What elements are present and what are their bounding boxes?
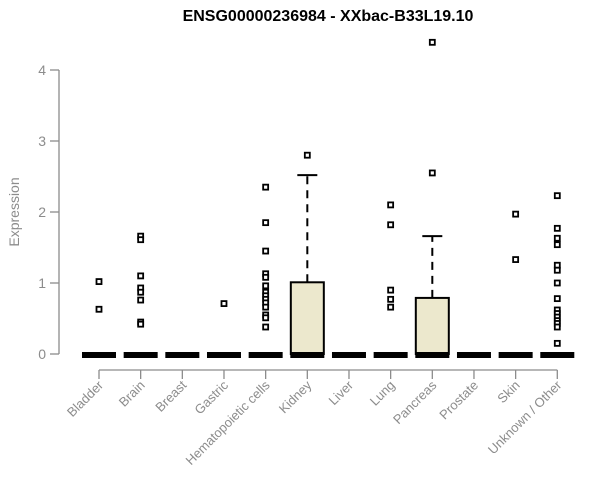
outlier-point-unknown-other xyxy=(553,295,561,303)
median-bar-prostate xyxy=(456,352,491,358)
outlier-point-unknown-other xyxy=(553,323,561,331)
outlier-point-hematopoietic-cells xyxy=(262,273,270,281)
chart-title: ENSG00000236984 - XXbac-B33L19.10 xyxy=(182,8,474,25)
outlier-point-lung xyxy=(387,286,395,294)
outlier-point-brain xyxy=(137,272,145,280)
outlier-point-kidney xyxy=(303,151,311,159)
median-bar-kidney xyxy=(290,352,325,358)
category-label-brain: Brain xyxy=(116,378,148,410)
outlier-point-lung xyxy=(387,295,395,303)
median-bar-pancreas xyxy=(415,352,450,358)
category-label-breast: Breast xyxy=(152,377,189,414)
median-bar-liver xyxy=(331,352,366,358)
outlier-point-hematopoietic-cells xyxy=(262,303,270,311)
outlier-point-unknown-other xyxy=(553,234,561,242)
outlier-point-skin xyxy=(512,210,520,218)
category-label-unknown-other: Unknown / Other xyxy=(485,377,565,457)
outlier-point-pancreas xyxy=(428,38,436,46)
median-bar-bladder xyxy=(82,352,116,358)
outlier-point-bladder xyxy=(95,305,103,313)
median-bar-lung xyxy=(373,352,408,358)
y-tick-label: 3 xyxy=(38,133,46,149)
median-bar-unknown-other xyxy=(540,352,575,358)
outlier-point-hematopoietic-cells xyxy=(262,219,270,227)
category-label-liver: Liver xyxy=(326,377,357,408)
median-bar-breast xyxy=(165,352,200,358)
outlier-point-brain xyxy=(137,296,145,304)
outlier-point-pancreas xyxy=(428,169,436,177)
y-tick-label: 4 xyxy=(38,62,46,78)
y-tick-label: 1 xyxy=(38,275,46,291)
outlier-point-unknown-other xyxy=(553,279,561,287)
outlier-point-unknown-other xyxy=(553,224,561,232)
category-label-pancreas: Pancreas xyxy=(390,377,440,427)
category-label-bladder: Bladder xyxy=(64,377,107,420)
category-label-gastric: Gastric xyxy=(191,377,231,417)
category-label-prostate: Prostate xyxy=(436,378,481,423)
outlier-point-unknown-other xyxy=(553,192,561,200)
category-label-lung: Lung xyxy=(367,378,398,409)
median-bar-gastric xyxy=(206,352,241,358)
outlier-point-hematopoietic-cells xyxy=(262,247,270,255)
outlier-point-hematopoietic-cells xyxy=(262,314,270,322)
median-bar-brain xyxy=(123,352,158,358)
outlier-point-lung xyxy=(387,201,395,209)
outlier-point-hematopoietic-cells xyxy=(262,282,270,290)
box-pancreas xyxy=(414,296,450,356)
outlier-point-brain xyxy=(137,320,145,328)
outlier-point-bladder xyxy=(95,278,103,285)
outlier-point-hematopoietic-cells xyxy=(262,183,270,191)
outlier-point-unknown-other xyxy=(553,266,561,274)
median-bar-skin xyxy=(498,352,533,358)
outlier-point-lung xyxy=(387,303,395,311)
outlier-point-unknown-other xyxy=(553,241,561,249)
y-tick-label: 0 xyxy=(38,346,46,362)
median-bar-hematopoietic-cells xyxy=(248,352,283,358)
outlier-point-lung xyxy=(387,221,395,229)
outlier-point-brain xyxy=(137,288,145,296)
outlier-point-unknown-other xyxy=(553,339,561,347)
outlier-point-brain xyxy=(137,236,145,244)
category-label-kidney: Kidney xyxy=(276,377,315,416)
outlier-point-skin xyxy=(512,256,520,263)
outlier-point-hematopoietic-cells xyxy=(262,323,270,331)
y-tick-label: 2 xyxy=(38,204,46,220)
category-label-skin: Skin xyxy=(494,378,522,406)
outlier-point-gastric xyxy=(220,300,228,307)
box-kidney xyxy=(289,281,325,356)
